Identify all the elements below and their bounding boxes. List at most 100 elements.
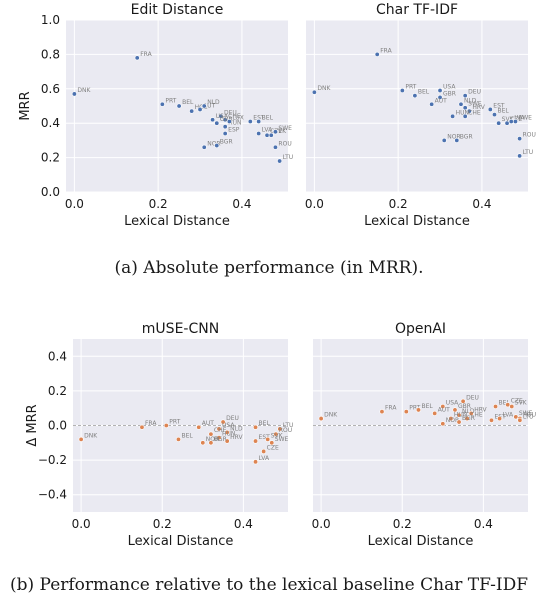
data-point: [214, 143, 220, 149]
point-label: SVK: [271, 432, 284, 439]
data-point: [268, 132, 274, 138]
point-label: NOR: [206, 436, 219, 443]
point-label: NOR: [447, 133, 460, 140]
data-point: [253, 459, 259, 465]
x-axis-label: Lexical Distance: [368, 534, 474, 549]
point-label: SWE: [275, 436, 289, 443]
point-label: PRT: [409, 405, 420, 412]
data-point: [256, 118, 262, 124]
point-label: SVK: [502, 116, 515, 123]
data-point: [247, 118, 253, 124]
data-point: [399, 88, 405, 94]
data-point: [175, 436, 181, 442]
point-label: FRA: [380, 47, 392, 54]
y-tick-label: 0.6: [41, 82, 60, 96]
point-label: AUT: [435, 97, 447, 104]
data-point: [201, 103, 207, 109]
point-label: PRT: [165, 97, 176, 104]
point-label: CZE: [511, 398, 523, 405]
data-point: [265, 436, 271, 442]
point-label: USA: [446, 399, 459, 406]
point-label: BEL: [182, 99, 194, 106]
point-label: BGR: [460, 133, 473, 140]
data-point: [509, 403, 515, 409]
point-label: AUT: [438, 406, 450, 413]
point-label: LVA: [503, 412, 514, 419]
y-axis-label: Δ MRR: [25, 404, 40, 446]
data-point: [222, 124, 228, 130]
data-point: [429, 101, 435, 107]
data-point: [450, 113, 456, 119]
data-point: [222, 131, 228, 137]
point-label: FRA: [140, 51, 152, 58]
data-point: [253, 438, 259, 444]
data-point: [460, 398, 466, 404]
data-point: [517, 136, 523, 142]
point-label: EST: [253, 114, 265, 121]
point-label: PRT: [169, 419, 180, 426]
point-label: SWE: [468, 101, 482, 108]
point-label: HUN: [456, 109, 469, 116]
point-label: CZE: [267, 444, 279, 451]
data-point: [196, 424, 202, 430]
data-point: [517, 417, 523, 423]
data-point: [458, 101, 464, 107]
point-label: CHE: [470, 412, 483, 419]
point-label: LTU: [283, 422, 294, 429]
point-label: HUN: [228, 120, 241, 127]
x-tick-label: 0.4: [234, 517, 253, 531]
point-label: NLD: [230, 425, 243, 432]
point-label: BEL: [499, 399, 511, 406]
data-point: [440, 403, 446, 409]
y-tick-label: −0.4: [38, 488, 67, 502]
x-tick-label: 0.0: [65, 197, 84, 211]
data-point: [487, 106, 493, 112]
point-label: ROU: [279, 427, 292, 434]
point-label: NLD: [464, 97, 477, 104]
data-point: [488, 417, 494, 423]
panel-title: mUSE-CNN: [142, 321, 219, 337]
point-label: HUN: [222, 431, 235, 438]
data-point: [505, 402, 511, 408]
data-point: [220, 419, 226, 425]
point-label: HRV: [474, 406, 487, 413]
point-label: USA: [216, 113, 229, 120]
data-point: [139, 424, 145, 430]
data-point: [374, 51, 380, 57]
point-label: LTU: [523, 149, 534, 156]
data-point: [437, 88, 443, 94]
x-axis-label: Lexical Distance: [124, 214, 230, 229]
data-point: [201, 144, 207, 150]
point-label: LVA: [514, 114, 525, 121]
data-point: [456, 412, 462, 418]
data-point: [208, 431, 214, 437]
data-point: [224, 429, 230, 435]
data-point: [493, 403, 499, 409]
x-tick-label: 0.4: [474, 517, 493, 531]
y-tick-label: 0.2: [48, 384, 67, 398]
point-label: AUT: [202, 420, 214, 427]
data-point: [210, 117, 216, 123]
panel-title: Char TF-IDF: [376, 2, 458, 18]
point-label: BEL: [418, 89, 430, 96]
point-label: EST: [259, 434, 271, 441]
point-label: BEL: [262, 114, 274, 121]
data-point: [318, 416, 324, 422]
point-label: LTU: [283, 154, 294, 161]
point-label: DEU: [468, 89, 481, 96]
x-tick-label: 0.4: [472, 197, 491, 211]
point-label: ROU: [523, 132, 536, 139]
data-point: [456, 419, 462, 425]
point-label: BGR: [220, 139, 233, 146]
point-label: SWE: [519, 410, 533, 417]
data-point: [491, 112, 497, 118]
data-point: [269, 440, 275, 446]
caption-b: (b) Performance relative to the lexical …: [10, 575, 528, 595]
y-tick-label: 0.0: [48, 419, 67, 433]
x-tick-label: 0.2: [393, 517, 412, 531]
data-point: [208, 440, 214, 446]
y-tick-label: 0.0: [41, 185, 60, 199]
data-point: [517, 153, 523, 159]
data-point: [189, 108, 195, 114]
